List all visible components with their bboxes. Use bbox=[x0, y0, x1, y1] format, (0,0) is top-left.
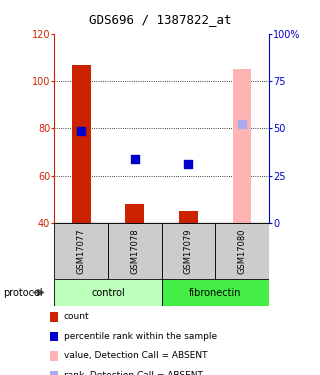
Bar bbox=[215, 223, 269, 279]
Bar bbox=[108, 223, 162, 279]
Bar bbox=[54, 223, 108, 279]
Text: rank, Detection Call = ABSENT: rank, Detection Call = ABSENT bbox=[64, 371, 203, 375]
Text: fibronectin: fibronectin bbox=[189, 288, 242, 297]
Text: count: count bbox=[64, 312, 90, 321]
Point bbox=[239, 121, 244, 127]
Text: GSM17077: GSM17077 bbox=[77, 228, 86, 274]
Bar bbox=[162, 279, 269, 306]
Bar bbox=[125, 204, 144, 223]
Text: GDS696 / 1387822_at: GDS696 / 1387822_at bbox=[89, 13, 231, 26]
Bar bbox=[162, 223, 215, 279]
Text: protocol: protocol bbox=[3, 288, 43, 297]
Point bbox=[79, 128, 84, 134]
Text: GSM17079: GSM17079 bbox=[184, 228, 193, 274]
Bar bbox=[72, 64, 91, 223]
Point bbox=[132, 156, 137, 162]
Bar bbox=[54, 279, 162, 306]
Text: percentile rank within the sample: percentile rank within the sample bbox=[64, 332, 217, 341]
Text: GSM17080: GSM17080 bbox=[237, 228, 246, 274]
Point bbox=[186, 161, 191, 167]
Bar bbox=[233, 69, 252, 223]
Text: control: control bbox=[91, 288, 125, 297]
Text: value, Detection Call = ABSENT: value, Detection Call = ABSENT bbox=[64, 351, 207, 360]
Bar bbox=[179, 211, 198, 223]
Text: GSM17078: GSM17078 bbox=[130, 228, 139, 274]
